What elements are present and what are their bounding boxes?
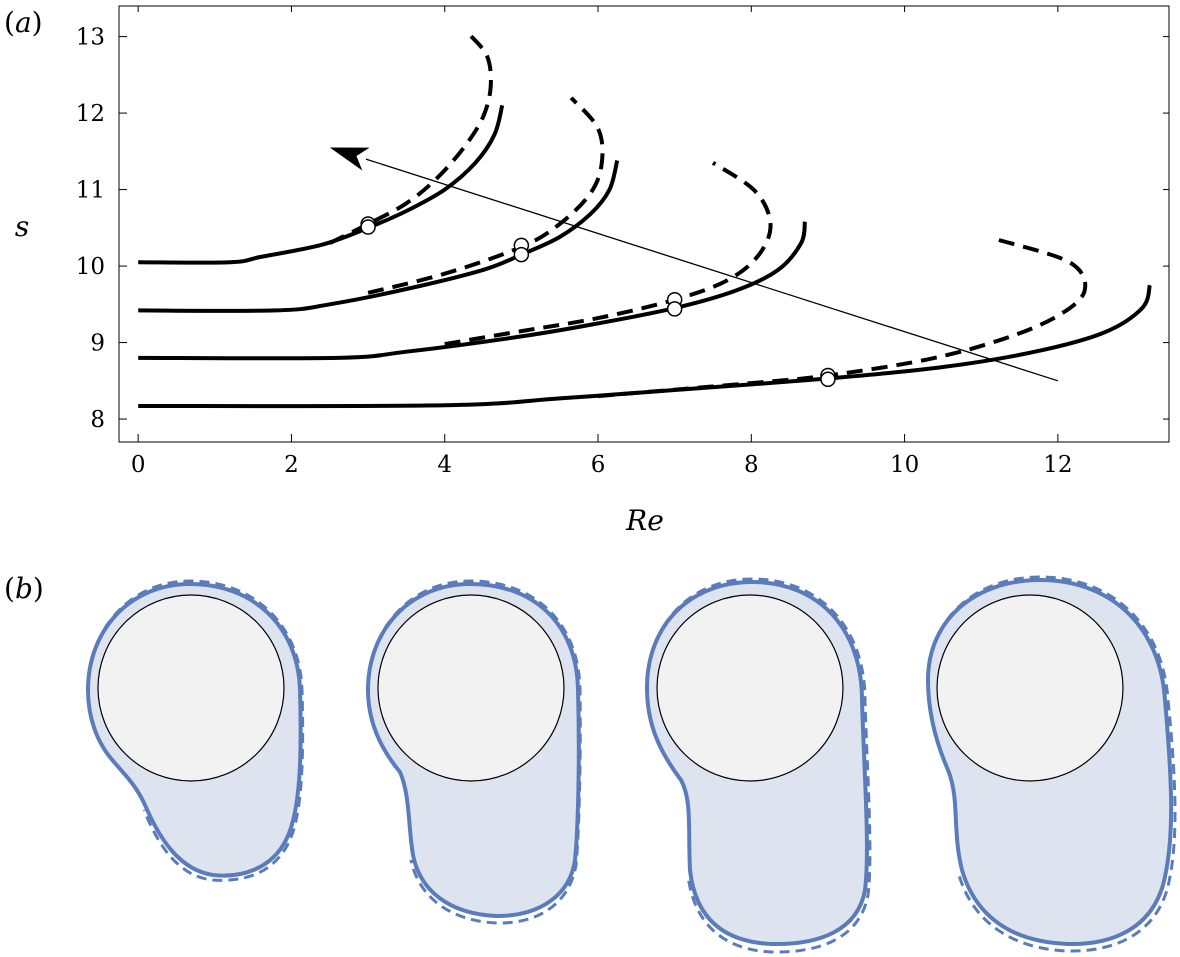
trend-arrow	[329, 147, 1059, 382]
y-tick-label: 8	[90, 407, 105, 433]
cylinder-2	[377, 594, 565, 782]
y-tick-label: 10	[76, 254, 105, 280]
panel-b-label: (b)	[4, 572, 44, 605]
drop-dashed-2	[366, 579, 582, 925]
arrow-head	[329, 147, 370, 171]
x-axis-label: Re	[625, 504, 664, 537]
markers	[360, 216, 836, 388]
drop-dashed-4	[926, 575, 1177, 953]
marker	[513, 246, 530, 263]
marker	[666, 301, 683, 317]
curves	[138, 31, 1152, 409]
drop-dashed-3	[645, 577, 872, 954]
marker	[360, 219, 376, 235]
x-tick-label: 10	[890, 452, 919, 478]
y-tick-label: 12	[76, 101, 105, 127]
marker	[820, 371, 836, 388]
chart-a: 0 2 4 6 8 10 12 8 9 10 11 12 13 Re s	[15, 5, 1170, 537]
arrow-shaft	[365, 158, 1059, 382]
y-axis-ticks: 8 9 10 11 12 13	[76, 25, 1169, 433]
solid-curve-5	[138, 221, 807, 361]
y-tick-label: 11	[76, 178, 105, 204]
x-tick-label: 2	[284, 452, 299, 478]
solid-curve-3	[138, 159, 620, 313]
cylinder-1	[97, 594, 285, 782]
cylinder-4	[936, 594, 1124, 782]
x-tick-label: 4	[437, 452, 452, 478]
dashed-curve-6	[444, 161, 773, 347]
x-axis-ticks: 0 2 4 6 8 10 12	[131, 6, 1073, 478]
x-tick-label: 0	[131, 452, 146, 478]
dashed-curve-8	[597, 237, 1088, 399]
drop-shape-1	[85, 579, 305, 882]
dashed-curve-2	[328, 31, 493, 245]
drop-shape-4	[925, 575, 1177, 953]
solid-curve-7	[138, 284, 1152, 409]
drop-shape-2	[365, 579, 582, 925]
y-tick-label: 9	[90, 331, 105, 357]
y-axis-label: s	[15, 210, 29, 243]
dashed-curve-4	[367, 96, 605, 295]
x-tick-label: 12	[1043, 452, 1072, 478]
drop-shape-3	[644, 577, 872, 954]
solid-curve-1	[138, 104, 505, 265]
plot-frame	[118, 5, 1170, 443]
cylinder-3	[656, 594, 844, 782]
x-tick-label: 6	[591, 452, 606, 478]
panel-a-label: (a)	[4, 6, 43, 39]
drop-dashed-1	[86, 579, 305, 882]
y-tick-label: 13	[76, 25, 105, 51]
x-tick-label: 8	[744, 452, 759, 478]
panel-b	[85, 575, 1177, 954]
